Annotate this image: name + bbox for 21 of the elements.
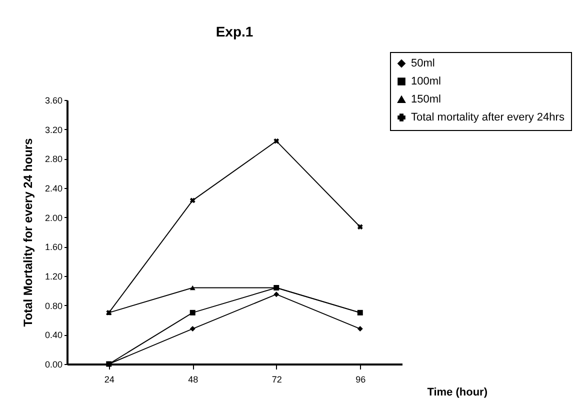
y-tick-label: 3.20 (44, 124, 62, 135)
y-tick-label: 3.60 (44, 96, 62, 106)
x-tick-label: 72 (272, 374, 282, 384)
x-tick-label: 24 (104, 374, 114, 384)
y-axis-title: Total Mortality for every 24 hours (20, 138, 35, 327)
y-tick-label: 0.80 (44, 300, 62, 311)
y-tick-label: 0.00 (44, 360, 62, 370)
legend-label: 50ml (411, 58, 435, 70)
x-axis-title: Time (hour) (427, 386, 488, 398)
chart-title: Exp.1 (216, 24, 254, 40)
y-tick-label: 1.20 (44, 272, 62, 282)
y-tick-label: 1.60 (44, 242, 62, 252)
y-tick-label: 0.40 (44, 330, 62, 340)
x-tick-label: 48 (188, 374, 198, 384)
y-tick-label: 2.80 (44, 154, 62, 164)
legend-label: 150ml (411, 94, 441, 106)
legend-label: 100ml (411, 76, 441, 88)
legend-label: Total mortality after every 24hrs (411, 112, 565, 124)
y-tick-label: 2.00 (44, 212, 62, 223)
x-tick-label: 96 (356, 374, 366, 384)
y-tick-label: 2.40 (44, 184, 62, 194)
